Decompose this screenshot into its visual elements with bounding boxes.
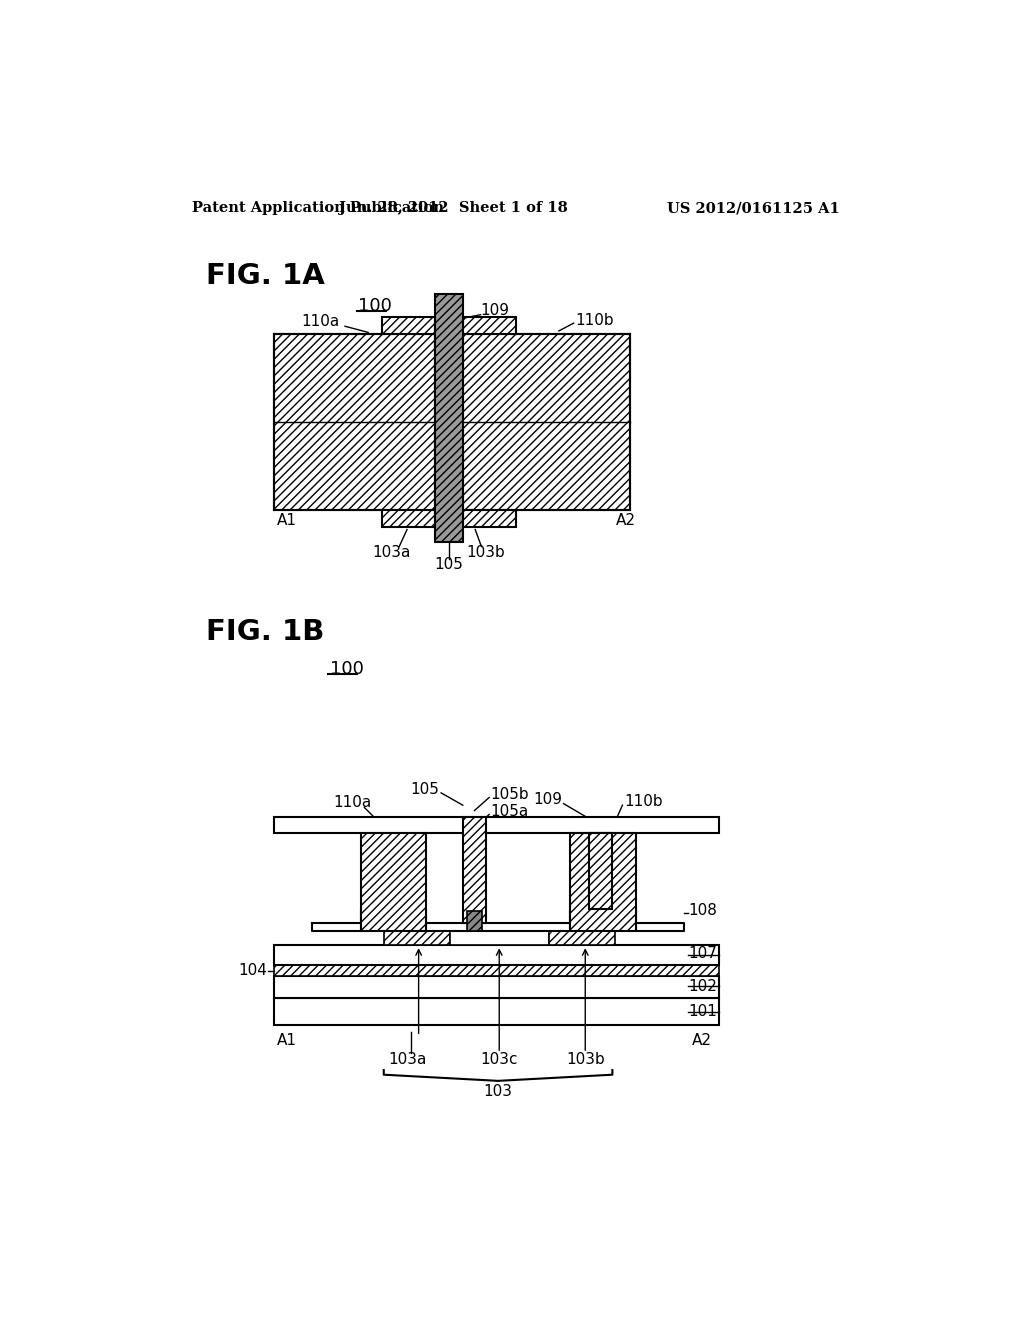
Text: 104: 104 bbox=[239, 964, 267, 978]
Text: 103b: 103b bbox=[566, 1052, 604, 1067]
Text: A1: A1 bbox=[276, 512, 297, 528]
Text: 107: 107 bbox=[688, 946, 717, 961]
Bar bbox=[463, 817, 486, 923]
Text: US 2012/0161125 A1: US 2012/0161125 A1 bbox=[667, 202, 840, 215]
Bar bbox=[569, 833, 636, 931]
Text: FIG. 1B: FIG. 1B bbox=[206, 618, 324, 645]
Text: 103b: 103b bbox=[467, 545, 506, 560]
Bar bbox=[450, 931, 549, 945]
Bar bbox=[463, 511, 515, 527]
Bar bbox=[435, 294, 463, 543]
Text: 105: 105 bbox=[411, 783, 439, 797]
Text: 101: 101 bbox=[688, 1005, 717, 1019]
Text: 103c: 103c bbox=[480, 1052, 518, 1067]
Bar bbox=[273, 965, 719, 977]
Bar bbox=[273, 998, 719, 1024]
Text: A2: A2 bbox=[692, 1032, 713, 1048]
Text: 109: 109 bbox=[480, 304, 510, 318]
Text: 110a: 110a bbox=[301, 314, 339, 329]
Text: 100: 100 bbox=[330, 660, 364, 678]
Bar bbox=[273, 817, 719, 833]
Text: Patent Application Publication: Patent Application Publication bbox=[193, 202, 444, 215]
Text: 110b: 110b bbox=[624, 793, 663, 809]
Text: 108: 108 bbox=[688, 903, 717, 919]
Text: 110a: 110a bbox=[334, 795, 372, 809]
Text: 105a: 105a bbox=[490, 804, 529, 818]
Bar bbox=[589, 833, 612, 909]
Bar bbox=[273, 977, 719, 998]
Polygon shape bbox=[312, 909, 684, 931]
Text: FIG. 1A: FIG. 1A bbox=[206, 263, 325, 290]
Bar bbox=[273, 945, 719, 965]
Bar bbox=[384, 931, 450, 945]
Bar bbox=[463, 317, 515, 334]
Text: 103a: 103a bbox=[373, 545, 411, 560]
Bar bbox=[382, 317, 435, 334]
Text: 102: 102 bbox=[688, 978, 717, 994]
Bar bbox=[549, 931, 614, 945]
Text: 103: 103 bbox=[483, 1084, 513, 1100]
Text: 105: 105 bbox=[434, 557, 463, 573]
Text: 109: 109 bbox=[534, 792, 562, 808]
Text: 100: 100 bbox=[358, 297, 392, 315]
Bar bbox=[467, 911, 482, 931]
Text: 105b: 105b bbox=[490, 787, 529, 803]
Text: Jun. 28, 2012  Sheet 1 of 18: Jun. 28, 2012 Sheet 1 of 18 bbox=[339, 202, 568, 215]
Text: A2: A2 bbox=[616, 512, 636, 528]
Text: 103a: 103a bbox=[388, 1052, 426, 1067]
Bar bbox=[382, 511, 435, 527]
Text: A1: A1 bbox=[276, 1032, 297, 1048]
Bar bbox=[360, 833, 426, 931]
Bar bbox=[273, 334, 435, 511]
Text: 110b: 110b bbox=[575, 313, 613, 327]
Bar bbox=[463, 334, 630, 511]
